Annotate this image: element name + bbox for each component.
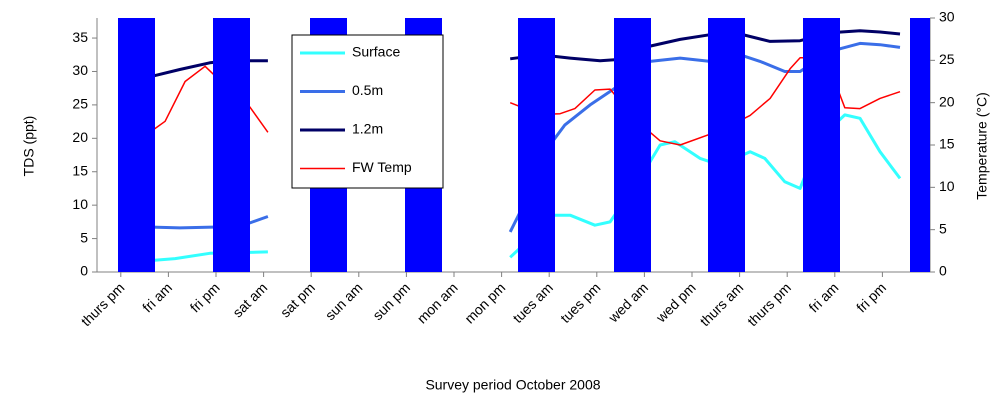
y-tick-label: 30	[72, 62, 88, 78]
x-tick-label: sun am	[322, 279, 366, 323]
night-band	[518, 18, 555, 272]
y2-tick-label: 5	[939, 220, 947, 236]
night-band	[118, 18, 155, 272]
x-tick-label: fri am	[805, 279, 841, 315]
y-tick-label: 25	[72, 96, 88, 112]
y2-tick-label: 15	[939, 136, 955, 152]
legend-label: 0.5m	[352, 82, 383, 98]
x-tick-label: thurs am	[697, 279, 747, 329]
y2-tick-label: 25	[939, 51, 955, 67]
y-tick-label: 35	[72, 29, 88, 45]
y2-tick-label: 30	[939, 9, 955, 25]
legend-label: 1.2m	[352, 121, 383, 137]
x-tick-label: mon pm	[461, 279, 508, 326]
x-tick-label: sat am	[229, 279, 270, 320]
y-tick-label: 0	[80, 263, 88, 279]
x-tick-label: sun pm	[369, 279, 413, 323]
legend-label: Surface	[352, 44, 400, 60]
x-tick-label: mon am	[414, 279, 461, 326]
y-tick-label: 15	[72, 162, 88, 178]
legend-box	[291, 34, 444, 189]
x-axis-title: Survey period October 2008	[425, 377, 600, 393]
y-tick-label: 10	[72, 196, 88, 212]
y-tick-label: 20	[72, 129, 88, 145]
night-band	[614, 18, 651, 272]
legend-label: FW Temp	[352, 159, 412, 175]
x-tick-label: thurs pm	[78, 279, 128, 329]
x-tick-label: wed pm	[652, 279, 699, 326]
legend: Surface 0.5m 1.2m FW Temp	[291, 34, 444, 189]
x-tick-label: tues pm	[557, 279, 604, 326]
x-tick-label: tues am	[509, 279, 556, 326]
night-band	[708, 18, 745, 272]
x-tick-label: fri am	[139, 279, 175, 315]
x-tick-label: sat pm	[277, 279, 318, 320]
night-band	[213, 18, 250, 272]
night-band	[803, 18, 840, 272]
y-axis-title: TDS (ppt)	[21, 116, 37, 177]
y2-tick-label: 0	[939, 263, 947, 279]
y2-tick-label: 20	[939, 93, 955, 109]
x-tick-label: thurs pm	[744, 279, 794, 329]
night-band	[910, 18, 930, 272]
y2-axis-title: Temperature (°C)	[974, 92, 990, 200]
y-tick-label: 5	[80, 229, 88, 245]
y2-tick-label: 10	[939, 178, 955, 194]
x-tick-label: fri pm	[187, 279, 223, 315]
x-tick-label: fri pm	[853, 279, 889, 315]
x-tick-label: wed am	[604, 279, 651, 326]
